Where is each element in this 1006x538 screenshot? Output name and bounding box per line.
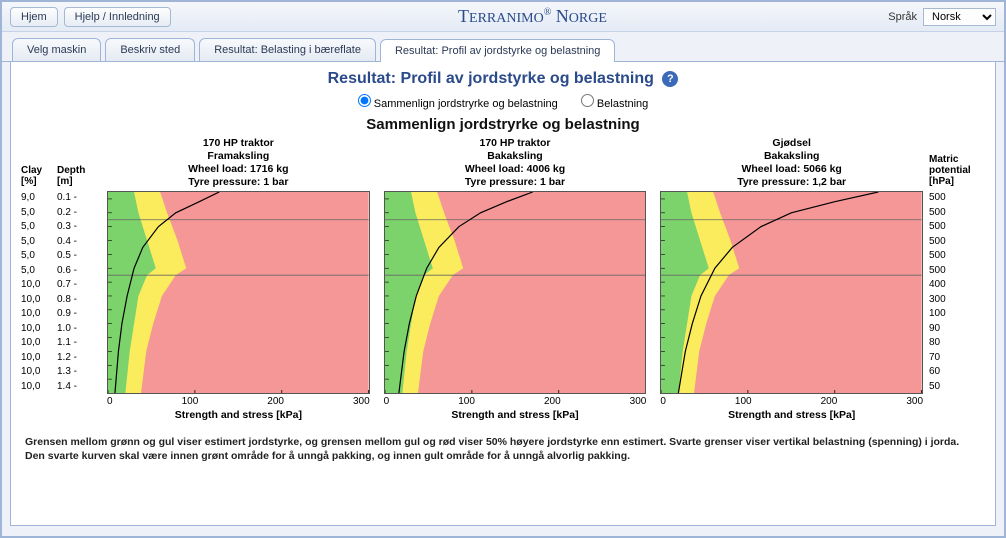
tab-velg-maskin[interactable]: Velg maskin xyxy=(12,38,101,61)
chart-plot xyxy=(384,191,647,394)
chart-panel-2: GjødselBakakslingWheel load: 5066 kgTyre… xyxy=(660,137,923,421)
tab-resultat-profil[interactable]: Resultat: Profil av jordstyrke og belast… xyxy=(380,39,615,62)
section-title: Resultat: Profil av jordstyrke og belast… xyxy=(15,70,991,88)
help-icon[interactable]: ? xyxy=(662,71,678,87)
chart-head: GjødselBakakslingWheel load: 5066 kgTyre… xyxy=(660,137,923,191)
x-axis-label: Strength and stress [kPa] xyxy=(384,409,647,421)
topbar: Hjem Hjelp / Innledning TERRANIMO® NORGE… xyxy=(2,2,1004,32)
matric-header: Matric potential [hPa] xyxy=(929,137,985,191)
radio-belastning[interactable]: Belastning xyxy=(581,98,648,110)
x-axis-label: Strength and stress [kPa] xyxy=(660,409,923,421)
chart-panel-0: 170 HP traktorFramakslingWheel load: 171… xyxy=(107,137,370,421)
tab-bar: Velg maskin Beskriv sted Resultat: Belas… xyxy=(2,32,1004,62)
chart-head: 170 HP traktorBakakslingWheel load: 4006… xyxy=(384,137,647,191)
depth-header: Depth [m] xyxy=(57,137,107,191)
subsection-title: Sammenlign jordstryrke og belastning xyxy=(15,116,991,133)
chart-panel-1: 170 HP traktorBakakslingWheel load: 4006… xyxy=(384,137,647,421)
chart-area: Clay [%] 9,05,05,05,05,05,010,010,010,01… xyxy=(15,137,991,421)
tab-beskriv-sted[interactable]: Beskriv sted xyxy=(105,38,195,61)
left-axis: Clay [%] 9,05,05,05,05,05,010,010,010,01… xyxy=(21,137,107,394)
tab-resultat-baereflate[interactable]: Resultat: Belasting i bæreflate xyxy=(199,38,376,61)
x-axis-ticks: 0100200300 xyxy=(384,396,647,407)
language-select[interactable]: Norsk xyxy=(923,8,996,26)
clay-header: Clay [%] xyxy=(21,137,57,191)
home-button[interactable]: Hjem xyxy=(10,7,58,27)
language-label: Språk xyxy=(888,11,917,23)
language-selector: Språk Norsk xyxy=(888,8,996,26)
x-axis-label: Strength and stress [kPa] xyxy=(107,409,370,421)
footer-note: Grensen mellom grønn og gul viser estime… xyxy=(25,435,981,463)
right-axis: Matric potential [hPa] 50050050050050050… xyxy=(923,137,985,394)
content-panel: Resultat: Profil av jordstyrke og belast… xyxy=(10,62,996,526)
chart-plot xyxy=(660,191,923,394)
x-axis-ticks: 0100200300 xyxy=(107,396,370,407)
brand-title: TERRANIMO® NORGE xyxy=(177,6,889,27)
x-axis-ticks: 0100200300 xyxy=(660,396,923,407)
chart-plot xyxy=(107,191,370,394)
radio-group: Sammenlign jordstryrke og belastning Bel… xyxy=(15,94,991,110)
help-button[interactable]: Hjelp / Innledning xyxy=(64,7,171,27)
chart-head: 170 HP traktorFramakslingWheel load: 171… xyxy=(107,137,370,191)
radio-compare[interactable]: Sammenlign jordstryrke og belastning xyxy=(358,98,558,110)
